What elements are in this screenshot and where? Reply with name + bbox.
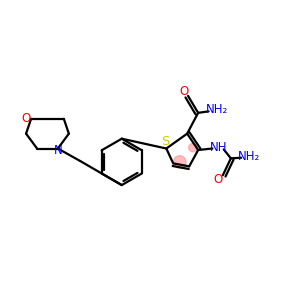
Text: NH: NH xyxy=(210,141,228,154)
Text: O: O xyxy=(214,173,223,186)
Text: S: S xyxy=(161,136,169,148)
Text: O: O xyxy=(21,112,30,125)
Ellipse shape xyxy=(189,143,197,152)
Ellipse shape xyxy=(173,156,186,168)
Text: O: O xyxy=(179,85,188,98)
Text: NH₂: NH₂ xyxy=(206,103,228,116)
Text: N: N xyxy=(53,143,62,157)
Text: NH₂: NH₂ xyxy=(238,150,260,163)
